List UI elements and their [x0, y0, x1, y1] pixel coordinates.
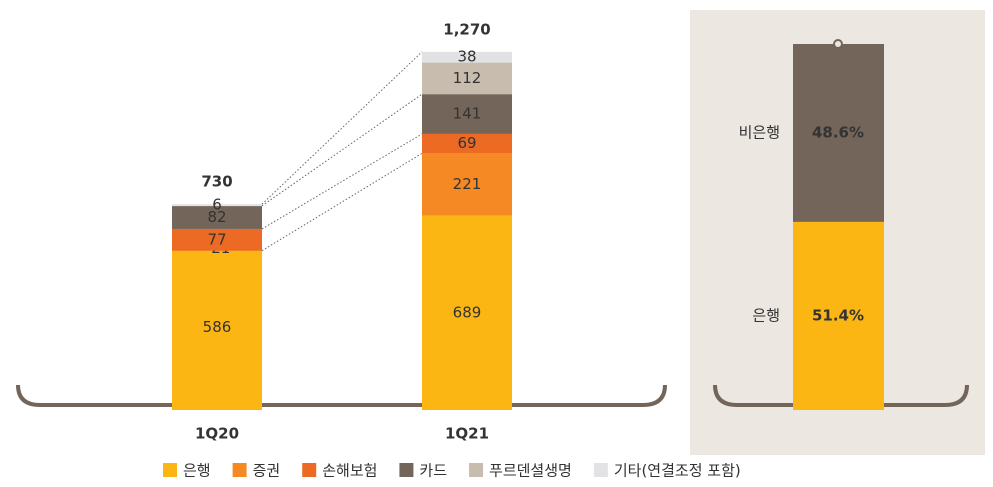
share-name: 은행 [752, 306, 780, 324]
share-segment [793, 44, 884, 222]
share-label: 48.6% [812, 123, 864, 141]
bar-segment [422, 62, 512, 95]
connector [261, 133, 423, 230]
legend-label: 은행 [183, 462, 211, 480]
value-label: 141 [453, 105, 482, 123]
legend-label: 카드 [419, 462, 447, 480]
value-label: 221 [453, 175, 482, 193]
value-label: 82 [207, 208, 226, 226]
bracket [16, 384, 667, 407]
legend-swatch [593, 463, 608, 477]
legend-swatch [163, 463, 177, 477]
connector [261, 93, 423, 207]
value-label: 112 [453, 69, 482, 87]
legend-label: 푸르덴셜생명 [489, 462, 572, 480]
connector [261, 51, 423, 205]
bar-segment [422, 51, 512, 63]
total-label: 730 [201, 173, 232, 191]
value-label: 689 [453, 303, 482, 321]
legend-swatch [232, 463, 247, 477]
bar-segment [422, 94, 512, 134]
connector [261, 152, 423, 252]
legend-label: 증권 [253, 462, 281, 480]
share-name: 비은행 [739, 123, 780, 141]
x-tick-label: 1Q20 [195, 425, 239, 443]
legend-label: 기타(연결조정 포함) [614, 462, 741, 480]
x-tick-label: 1Q21 [445, 425, 489, 443]
value-label: 38 [457, 48, 476, 66]
value-label: 586 [203, 318, 232, 336]
bar-segment [172, 205, 262, 229]
bar-segment [422, 133, 512, 154]
bar-segment [422, 153, 512, 216]
legend-swatch [399, 463, 414, 477]
bar-segment [172, 204, 262, 207]
legend-swatch [302, 463, 317, 477]
value-label: 6 [212, 195, 222, 213]
value-label: 69 [457, 134, 476, 152]
bar-segment [422, 215, 512, 410]
bar-segment [172, 228, 262, 251]
pin [833, 39, 843, 49]
value-label: 77 [207, 230, 226, 248]
share-segment [793, 221, 884, 410]
share-label: 51.4% [812, 306, 864, 324]
legend-label: 손해보험 [322, 462, 377, 480]
legend-swatch [469, 463, 484, 477]
bar-segment [172, 244, 262, 410]
total-label: 1,270 [443, 20, 490, 38]
